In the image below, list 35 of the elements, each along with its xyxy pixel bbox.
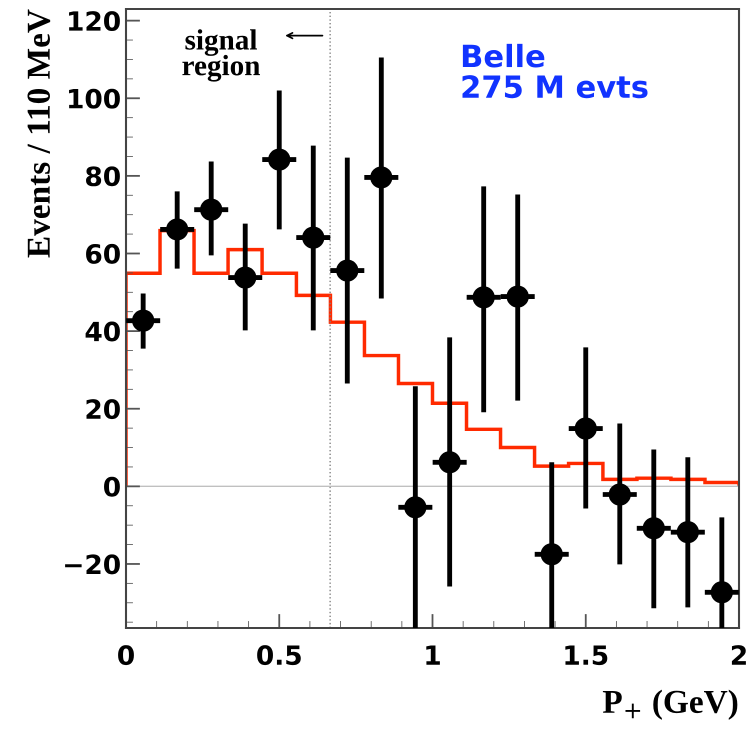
point <box>710 581 733 604</box>
y-tick-label: 60 <box>86 244 120 264</box>
point <box>234 266 256 289</box>
x-tick-label: 1 <box>426 645 440 665</box>
y-tick-label: 100 <box>69 88 120 109</box>
y-tick-label: −20 <box>65 554 120 574</box>
x-tick-label: 0.5 <box>257 645 301 666</box>
y-axis-title: Events / 110 MeV <box>27 9 50 258</box>
y-tick-label: 40 <box>86 322 120 342</box>
point <box>370 166 392 189</box>
y-tick-label: 80 <box>86 166 120 186</box>
point <box>336 259 358 282</box>
point <box>676 521 699 544</box>
annotation: signal region <box>182 29 260 82</box>
point <box>200 198 222 221</box>
x-axis-title: P$_{+}$ (GeV) <box>602 690 738 720</box>
point <box>472 286 495 308</box>
point <box>608 483 631 506</box>
y-tick-label: 0 <box>104 476 120 497</box>
point <box>268 148 290 171</box>
x-tick-label: 2 <box>732 645 746 665</box>
point <box>540 543 563 566</box>
point <box>506 285 529 308</box>
point <box>132 310 154 332</box>
x-tick-label: 0 <box>118 645 134 666</box>
point <box>574 417 597 440</box>
point <box>642 517 665 540</box>
y-tick-label: 20 <box>86 399 120 420</box>
point <box>166 218 188 241</box>
y-tick-label: 120 <box>69 11 120 32</box>
point <box>404 496 426 518</box>
point <box>302 226 324 249</box>
point <box>438 451 461 474</box>
x-tick-label: 1.5 <box>565 645 608 666</box>
annotation: Belle 275 M evts <box>462 44 648 98</box>
